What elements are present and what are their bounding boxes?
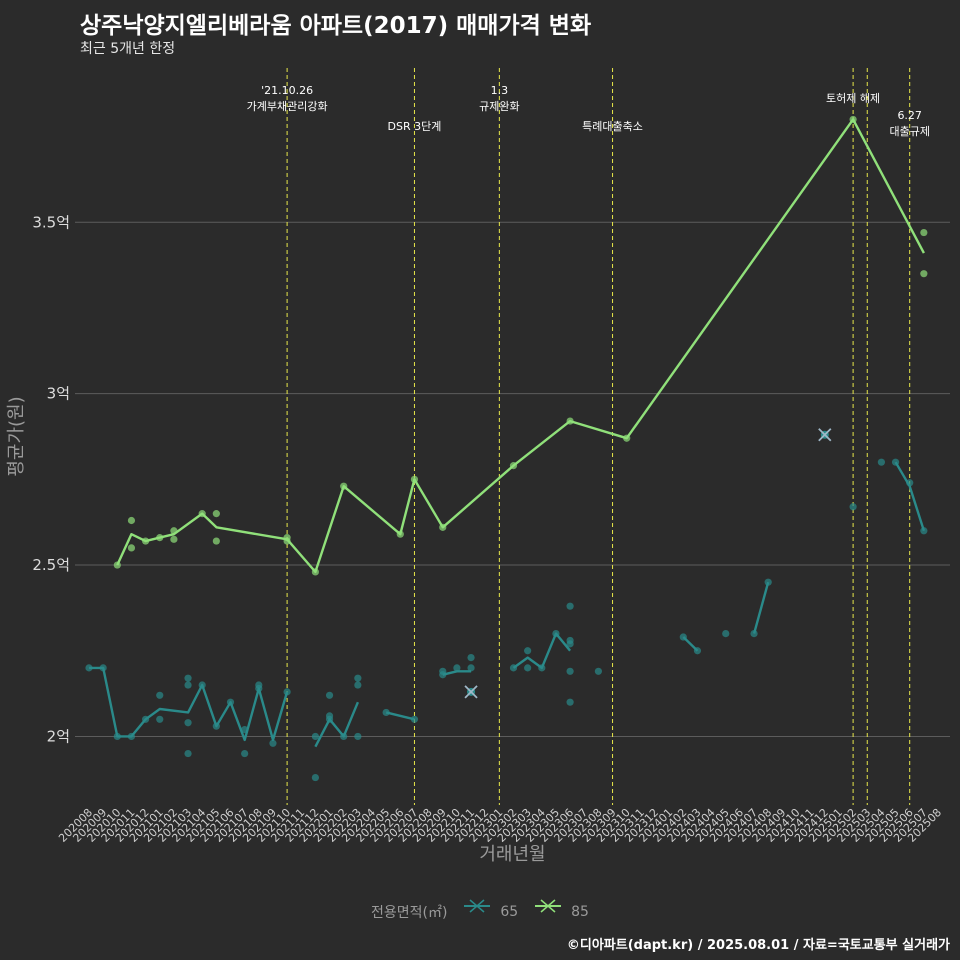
data-point [354,732,362,741]
data-point [127,516,136,525]
event-label: DSR 3단계 [388,120,442,133]
y-tick-label: 3억 [47,385,70,403]
data-point [877,458,886,466]
event-label: 1.3 [491,84,509,97]
data-point [325,691,334,699]
data-point [467,664,475,672]
data-point [170,535,178,543]
event-label: 특례대출축소 [582,120,643,133]
data-point [184,719,192,727]
chart-subtitle: 최근 5개년 한정 [80,41,176,57]
data-point [920,228,928,237]
data-point [127,544,136,552]
data-point [354,681,362,689]
series-85 [113,115,928,576]
series-65 [85,428,928,782]
data-point [920,270,928,278]
series-line [752,581,770,634]
event-label: 규제완화 [479,100,519,113]
data-point [849,503,857,511]
cancelled-mark [818,428,832,442]
event-label: 가계부채관리강화 [247,100,328,113]
legend-key-65 [463,899,490,913]
data-point [566,698,574,706]
data-point [184,749,192,758]
x-axis-title: 거래년월 [479,844,545,865]
data-point [283,688,291,696]
legend-label-65: 65 [500,904,519,920]
data-point [410,715,419,723]
data-point [382,708,390,717]
data-point [594,667,603,675]
series-line [385,711,415,721]
y-tick-label: 3.5억 [32,213,70,231]
event-label: 토허제 해제 [826,91,880,105]
data-point [750,630,758,638]
legend-key-85 [534,899,561,913]
data-point [156,715,164,723]
data-point [524,664,532,672]
chart-title: 상주낙양지엘리베라움 아파트(2017) 매매가격 변화 [80,13,592,39]
data-point [269,739,277,747]
series-line [512,632,572,670]
data-point [311,773,319,782]
data-point [566,602,574,610]
series-line [442,670,472,676]
data-point [212,537,220,545]
series-line [116,118,925,574]
series-line [894,461,926,532]
data-point [354,674,362,682]
data-point [566,640,574,648]
y-tick-label: 2억 [47,727,70,745]
cancelled-mark [464,685,478,699]
data-point [156,691,164,699]
series-line [314,701,360,748]
event-label: '21.10.26 [261,84,313,97]
data-point [524,647,532,655]
data-point [453,664,461,672]
legend-title: 전용면적(㎡) [371,905,448,921]
data-point [467,654,475,662]
series-line [89,666,289,742]
data-point [184,674,192,682]
data-point [241,749,249,758]
event-label: 대출규제 [889,125,929,138]
y-axis-title: 평균가(원) [6,396,27,476]
data-point [566,667,574,675]
data-point [212,510,220,518]
source-caption: ©디아파트(dapt.kr) / 2025.08.01 / 자료=국토교통부 실… [566,938,950,953]
data-point [184,681,192,689]
legend-label-85: 85 [571,904,589,920]
series-line [682,636,699,652]
data-point [764,578,772,586]
y-tick-label: 2.5억 [32,556,70,574]
data-point [311,732,319,741]
data-point [722,630,730,638]
event-label: 6.27 [897,109,922,122]
data-point [439,671,447,679]
legend: 전용면적(㎡) 65 85 [0,896,960,922]
